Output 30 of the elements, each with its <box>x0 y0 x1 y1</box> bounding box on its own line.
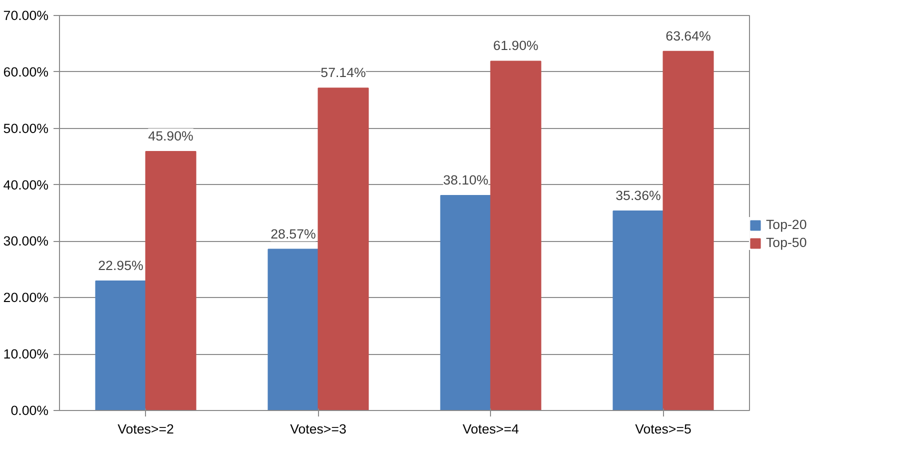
bar <box>662 50 714 410</box>
legend-label: Top-20 <box>766 217 808 232</box>
y-tick-label: 50.00% <box>3 120 49 136</box>
bar <box>440 195 492 410</box>
data-label: 45.90% <box>148 128 194 144</box>
data-label: 22.95% <box>98 258 144 273</box>
y-tick-label: 40.00% <box>3 177 49 192</box>
y-tick-label: 10.00% <box>3 346 49 362</box>
data-label: 57.14% <box>320 65 366 80</box>
data-label: 61.90% <box>493 38 539 54</box>
x-tick-label: Votes>=3 <box>290 422 346 436</box>
bar <box>145 150 196 410</box>
bar <box>318 88 369 410</box>
x-tick-label: Votes>=2 <box>118 422 174 436</box>
data-label: 35.36% <box>616 188 661 203</box>
y-tick-label: 0.00% <box>10 403 49 418</box>
y-tick-label: 20.00% <box>3 290 49 306</box>
data-label: 28.57% <box>270 226 316 242</box>
y-tick-label: 60.00% <box>3 64 49 80</box>
x-tick-label: Votes>=4 <box>462 422 520 436</box>
y-tick-label: 30.00% <box>3 234 49 249</box>
x-tick-label: Votes>=5 <box>635 422 692 436</box>
bar <box>268 248 319 410</box>
bar <box>612 210 664 410</box>
data-label: 38.10% <box>443 172 488 188</box>
legend-label: Top-50 <box>766 235 808 250</box>
bar <box>490 60 542 410</box>
data-label: 63.64% <box>666 28 712 44</box>
bar <box>95 280 146 410</box>
y-tick-label: 70.00% <box>3 8 49 23</box>
